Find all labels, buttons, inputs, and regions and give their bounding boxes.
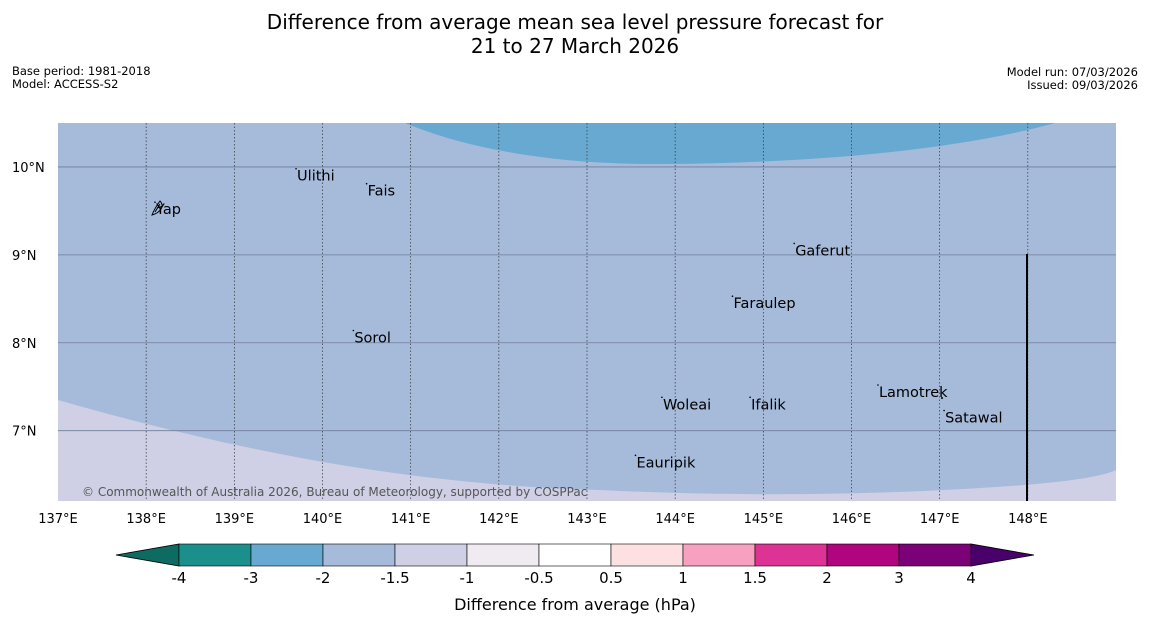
lat-tick-label: 9°N	[12, 249, 37, 264]
pressure-region-minus1p5	[58, 400, 1116, 501]
metadata-left: Base period: 1981-2018 Model: ACCESS-S2	[12, 65, 151, 91]
colorbar-tick-label: -1	[460, 569, 475, 587]
colorbar-tick-label: 0.5	[599, 569, 623, 587]
place-marker	[793, 242, 795, 245]
lon-tick-label: 140°E	[303, 512, 343, 527]
lon-tick-label: 144°E	[655, 512, 695, 527]
metadata-right: Model run: 07/03/2026 Issued: 09/03/2026	[1007, 66, 1138, 92]
place-marker	[749, 396, 751, 399]
title-line-1: Difference from average mean sea level p…	[266, 10, 884, 34]
lat-tick-label: 10°N	[12, 161, 45, 176]
place-marker	[295, 167, 297, 170]
colorbar-tick-label: 1.5	[743, 569, 767, 587]
colorbar-tick-label: -4	[172, 569, 187, 587]
issued-date: Issued: 09/03/2026	[1027, 78, 1138, 92]
place-marker	[731, 295, 734, 298]
colorbar-title: Difference from average (hPa)	[454, 595, 696, 614]
colorbar-segment	[610, 543, 684, 567]
lon-tick-label: 145°E	[744, 512, 784, 527]
lon-tick-label: 142°E	[479, 512, 519, 527]
base-period: Base period: 1981-2018	[12, 64, 151, 78]
colorbar-segment	[322, 543, 396, 567]
island-dot	[941, 397, 943, 399]
model-name: Model: ACCESS-S2	[12, 77, 119, 91]
lon-tick-label: 139°E	[215, 512, 255, 527]
colorbar-segment	[826, 543, 900, 567]
lon-tick-label: 148°E	[1008, 512, 1048, 527]
model-run: Model run: 07/03/2026	[1006, 65, 1138, 79]
place-label: Ifalik	[751, 397, 786, 413]
colorbar-segment	[682, 543, 756, 567]
place-marker	[154, 201, 156, 203]
title-line-2: 21 to 27 March 2026	[470, 34, 680, 58]
colorbar-segment	[754, 543, 828, 567]
lon-tick-label: 141°E	[391, 512, 431, 527]
place-label: Eauripik	[636, 455, 695, 471]
colorbar-segment	[394, 543, 468, 567]
chart-title: Difference from average mean sea level p…	[0, 10, 1150, 58]
pressure-region-minus3	[405, 123, 1055, 165]
lon-tick-label: 146°E	[832, 512, 872, 527]
colorbar-tick-label: -2	[316, 569, 331, 587]
colorbar-tick-label: 3	[894, 569, 904, 587]
colorbar-segment	[178, 543, 252, 567]
colorbar-over-arrow	[970, 543, 1035, 567]
colorbar-tick-label: 2	[822, 569, 832, 587]
place-label: Faraulep	[733, 296, 795, 312]
place-label: Fais	[368, 184, 395, 200]
colorbar-segment	[466, 543, 540, 567]
place-label: Woleai	[663, 397, 711, 413]
place-label: Lamotrek	[879, 385, 948, 401]
colorbar-tick-label: -0.5	[524, 569, 553, 587]
place-marker	[661, 396, 663, 399]
lon-tick-label: 143°E	[567, 512, 607, 527]
place-marker	[365, 182, 368, 185]
colorbar-tick-label: -1.5	[380, 569, 409, 587]
lat-tick-label: 8°N	[12, 337, 37, 352]
place-label: Yap	[155, 202, 181, 218]
place-marker	[877, 384, 879, 386]
lon-tick-label: 147°E	[920, 512, 960, 527]
colorbar-segment	[538, 543, 612, 567]
place-label: Ulithi	[297, 169, 335, 185]
yap-island-icon	[151, 200, 164, 216]
colorbar-tick-label: -3	[244, 569, 259, 587]
copyright-notice: © Commonwealth of Australia 2026, Bureau…	[82, 485, 587, 499]
colorbar-segment	[250, 543, 324, 567]
place-label: Gaferut	[795, 243, 850, 259]
place-marker	[634, 454, 637, 457]
colorbar-segment	[898, 543, 972, 567]
place-marker	[943, 409, 945, 412]
place-marker	[352, 329, 355, 332]
colorbar-tick-label: 1	[678, 569, 688, 587]
colorbar: -4 -3 -2 -1.5 -1 -0.5 0.5 1 1.5 2 3 4	[115, 543, 1035, 587]
lon-tick-label: 138°E	[126, 512, 166, 527]
colorbar-under-arrow	[115, 543, 180, 567]
place-label: Sorol	[354, 330, 391, 346]
place-label: Satawal	[945, 410, 1002, 426]
lon-tick-label: 137°E	[38, 512, 78, 527]
colorbar-tick-label: 4	[966, 569, 976, 587]
lat-tick-label: 7°N	[12, 425, 37, 440]
